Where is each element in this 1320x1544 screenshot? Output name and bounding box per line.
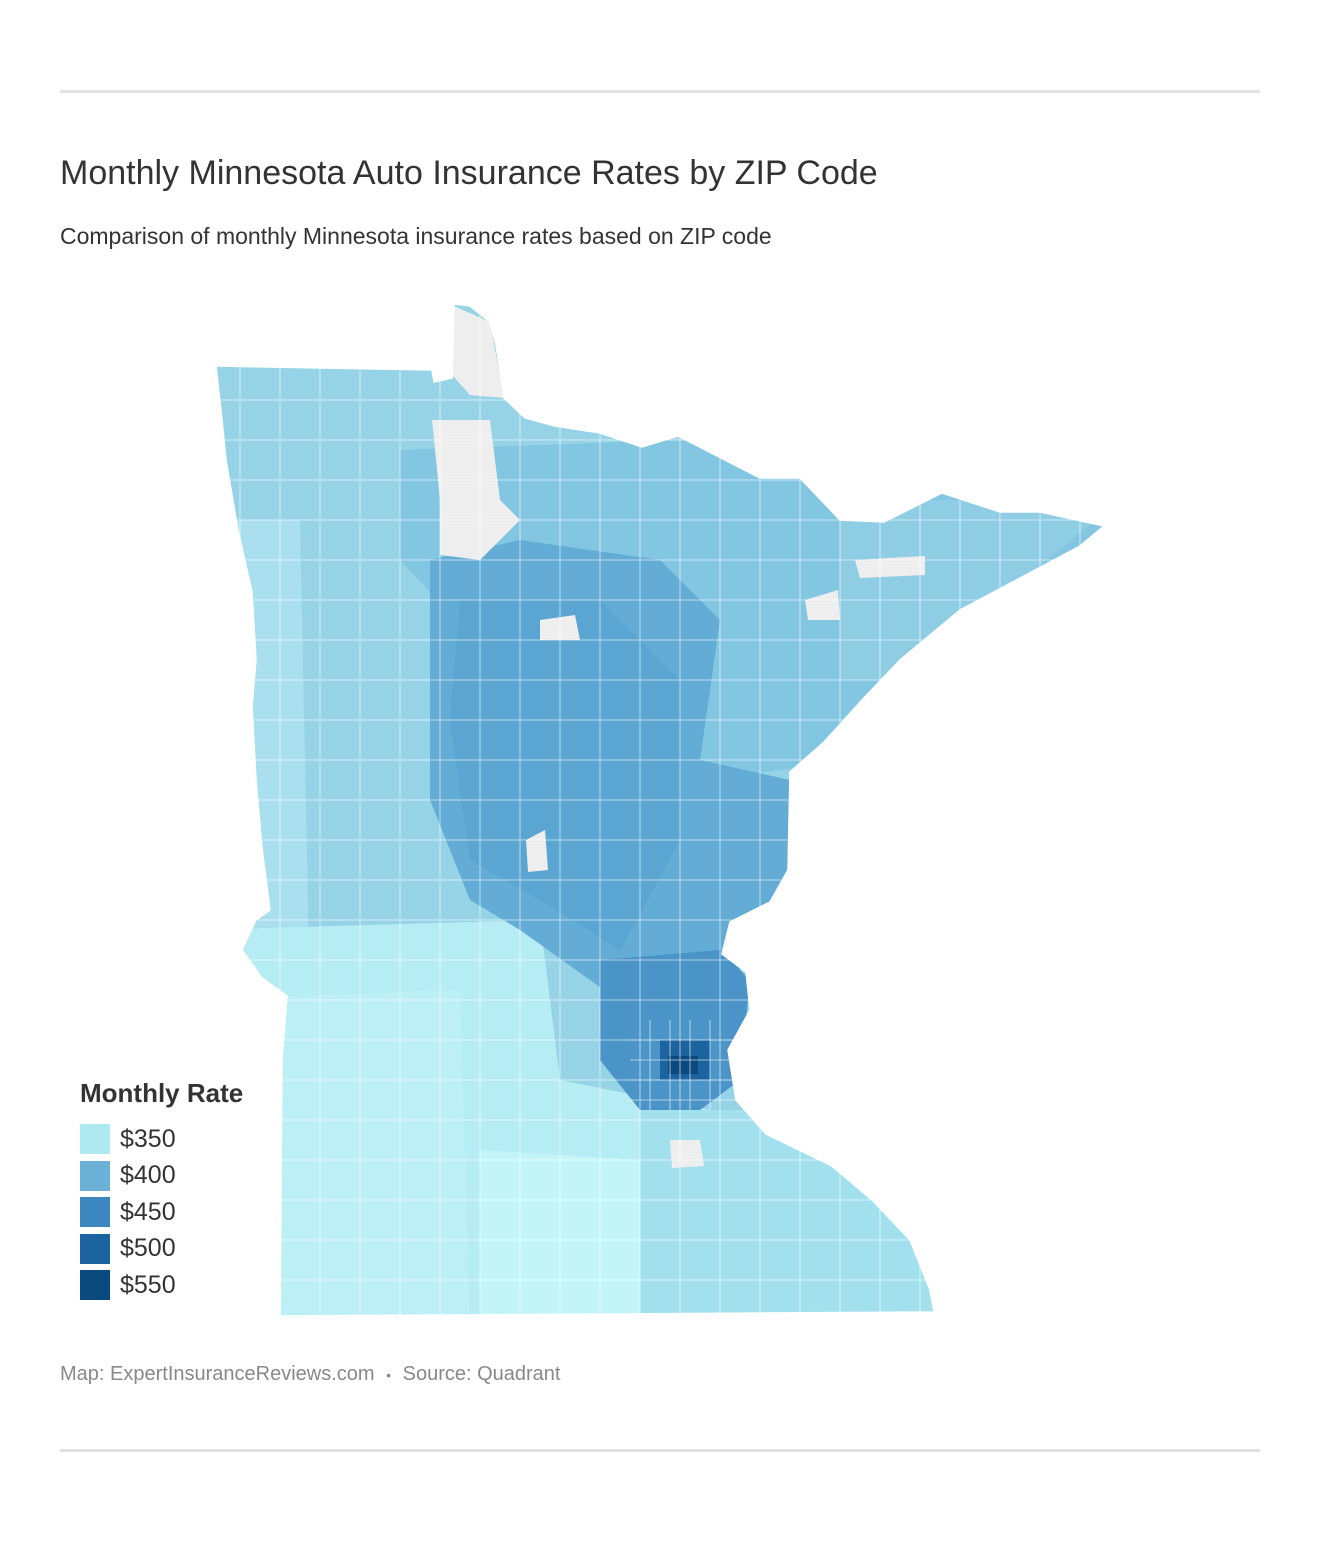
no-data-boundary-waters (855, 556, 925, 578)
legend-swatch-450 (80, 1197, 110, 1228)
legend-title: Monthly Rate (80, 1078, 244, 1108)
legend-swatch-550 (80, 1270, 110, 1301)
legend-swatch-500 (80, 1233, 110, 1264)
top-divider (60, 90, 1260, 93)
minnesota-choropleth-map (215, 303, 1106, 1317)
legend-item-450: $450 (80, 1194, 243, 1231)
no-data-rochester (670, 1140, 704, 1168)
legend-label: $400 (120, 1161, 176, 1190)
no-data-angle (452, 306, 504, 398)
bottom-divider (60, 1449, 1260, 1452)
legend-label: $550 (120, 1270, 176, 1299)
region-metro-550 (668, 1056, 698, 1074)
legend-item-550: $550 (80, 1267, 243, 1304)
no-data-red-lake (432, 420, 520, 560)
map-credit: Map: ExpertInsuranceReviews.com (60, 1363, 375, 1385)
map-legend: Monthly Rate $350 $400 $450 $500 $550 (80, 1078, 243, 1304)
legend-label: $450 (120, 1197, 176, 1226)
region-arrowhead (840, 500, 1104, 680)
legend-label: $350 (120, 1124, 176, 1153)
legend-item-500: $500 (80, 1231, 243, 1268)
region-central-core (450, 600, 680, 950)
page-title: Monthly Minnesota Auto Insurance Rates b… (60, 154, 878, 192)
legend-label: $500 (120, 1234, 176, 1263)
no-data-mille-lacs (526, 830, 548, 872)
map-land (216, 304, 1104, 1316)
footer-separator: • (386, 1366, 392, 1383)
state-outline (215, 303, 1106, 1317)
no-data-ely (805, 590, 840, 620)
legend-item-400: $400 (80, 1158, 243, 1195)
legend-swatch-400 (80, 1160, 110, 1191)
legend-item-350: $350 (80, 1121, 243, 1158)
region-metro-ring (600, 950, 750, 1110)
legend-swatch-350 (80, 1124, 110, 1155)
map-footer: Map: ExpertInsuranceReviews.com • Source… (60, 1363, 560, 1386)
source-credit: Source: Quadrant (402, 1363, 561, 1385)
page-subtitle: Comparison of monthly Minnesota insuranc… (60, 223, 772, 249)
no-data-areas (432, 306, 925, 1168)
